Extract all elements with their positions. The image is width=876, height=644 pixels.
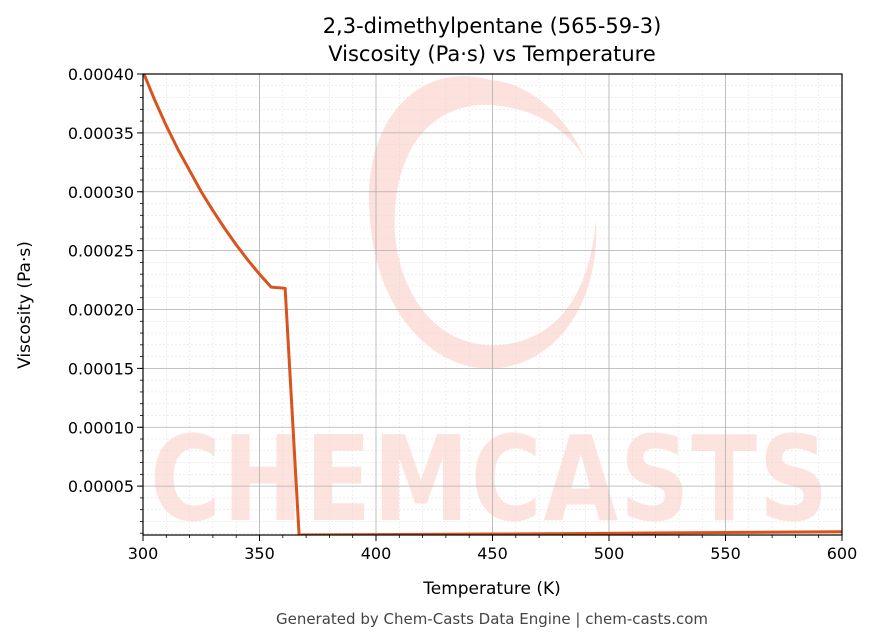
y-tick-label: 0.00015 [68,359,134,378]
y-tick-label: 0.00030 [68,183,134,202]
x-tick-label: 500 [594,544,625,563]
x-axis-label: Temperature (K) [422,579,561,599]
chart-subtitle: Viscosity (Pa·s) vs Temperature [328,42,656,66]
series-line-0 [143,74,842,535]
chart-title: 2,3-dimethylpentane (565-59-3) [323,14,662,38]
watermark-text: CHEMCASTS [150,410,830,548]
x-tick-label: 400 [361,544,392,563]
x-axis-ticks: 300 350 400 450 500 550 600 [128,535,858,563]
x-tick-label: 550 [710,544,741,563]
y-tick-label: 0.00020 [68,301,134,320]
series-layer [143,74,842,535]
y-tick-label: 0.00035 [68,124,134,143]
y-tick-label: 0.00025 [68,242,134,261]
x-tick-label: 450 [477,544,508,563]
y-tick-label: 0.00005 [68,477,134,496]
major-gridlines [142,73,843,535]
watermark-logo: CHEMCASTS [150,76,830,548]
y-tick-label: 0.00010 [68,418,134,437]
y-axis-ticks: 0.00005 0.00010 0.00015 0.00020 0.00025 0.000… [68,65,143,534]
y-axis-label: Viscosity (Pa·s) [15,241,35,369]
x-tick-label: 600 [827,544,858,563]
x-tick-label: 350 [244,544,275,563]
y-tick-label: 0.00040 [68,65,134,84]
footer-credit: Generated by Chem-Casts Data Engine | ch… [276,610,708,628]
x-tick-label: 300 [128,544,159,563]
